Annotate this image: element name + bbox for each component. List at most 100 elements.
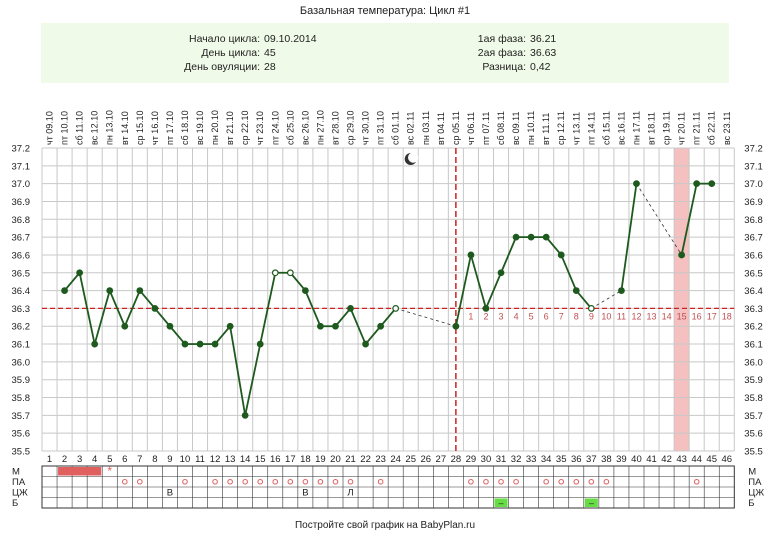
date-label: вт 11.11 bbox=[541, 113, 551, 145]
chart-title: Базальная температура: Цикл #1 bbox=[300, 5, 470, 17]
pa-circle-mark bbox=[242, 478, 248, 485]
pa-circle-mark bbox=[302, 478, 309, 485]
day-number: 13 bbox=[225, 454, 236, 465]
phase2-day-number: 8 bbox=[574, 311, 579, 321]
row-label-left: Б bbox=[12, 498, 18, 509]
day-number: 3 bbox=[77, 454, 82, 465]
info-value: 45 bbox=[264, 47, 276, 59]
temperature-point bbox=[678, 251, 686, 259]
info-panel bbox=[41, 23, 729, 83]
row-label-left: ЦЖ bbox=[12, 488, 28, 499]
y-tick-label-left: 35.9 bbox=[12, 375, 31, 386]
date-label: пт 10.10 bbox=[60, 111, 70, 145]
temperature-point bbox=[121, 322, 129, 330]
temperature-point bbox=[136, 287, 144, 294]
phase2-day-number: 4 bbox=[514, 311, 519, 321]
y-tick-label-right: 35.9 bbox=[744, 375, 763, 386]
temperature-segment bbox=[500, 236, 517, 274]
day-number: 10 bbox=[180, 454, 191, 465]
y-tick-label-left: 36.2 bbox=[12, 322, 31, 333]
footer-text: Постройте свой график на BabyPlan.ru bbox=[295, 519, 475, 531]
phase2-day-number: 14 bbox=[662, 311, 672, 321]
temperature-point bbox=[226, 322, 234, 330]
row-label-right: ЦЖ bbox=[748, 488, 764, 499]
temperature-point bbox=[271, 269, 279, 277]
gap-connector bbox=[591, 290, 622, 309]
day-number: 15 bbox=[255, 454, 266, 465]
day-number: 43 bbox=[676, 454, 687, 465]
temperature-point bbox=[301, 287, 309, 294]
date-label: вс 23.11 bbox=[722, 111, 732, 145]
gap-connector bbox=[395, 308, 456, 327]
phase2-day-number: 9 bbox=[589, 311, 594, 321]
date-label: вс 26.10 bbox=[300, 111, 310, 145]
temperature-point bbox=[452, 322, 460, 330]
phase2-day-number: 11 bbox=[617, 311, 626, 321]
pa-circle-mark bbox=[347, 478, 354, 485]
y-tick-label-right: 36.8 bbox=[744, 215, 763, 226]
temperature-point bbox=[317, 322, 324, 330]
temperature-segment bbox=[259, 272, 277, 345]
day-number: 38 bbox=[601, 454, 612, 465]
star-mark: * bbox=[107, 464, 112, 478]
y-tick-label-right: 36.4 bbox=[744, 286, 763, 297]
row-label-right: М bbox=[748, 467, 756, 478]
date-label: ср 15.10 bbox=[135, 110, 145, 145]
pa-circle-mark bbox=[212, 478, 218, 485]
info-value: 28 bbox=[264, 61, 276, 73]
y-tick-label-right: 36.1 bbox=[744, 340, 763, 351]
info-label: День овуляции: bbox=[184, 61, 260, 73]
y-tick-label-left: 36.0 bbox=[12, 357, 31, 368]
temperature-point bbox=[256, 340, 264, 348]
date-label: вс 12.10 bbox=[90, 111, 100, 145]
y-tick-label-left: 37.0 bbox=[12, 179, 31, 190]
date-label: пт 24.10 bbox=[270, 111, 280, 145]
temperature-point bbox=[618, 287, 625, 294]
y-tick-label-left: 36.8 bbox=[12, 215, 31, 226]
pa-circle-mark bbox=[257, 478, 264, 485]
phase2-day-number: 10 bbox=[601, 311, 611, 321]
date-label: чт 30.10 bbox=[361, 111, 371, 145]
y-tick-label-right: 37.1 bbox=[744, 161, 763, 172]
temperature-segment bbox=[229, 326, 247, 416]
day-number: 20 bbox=[330, 454, 341, 465]
date-label: чт 16.10 bbox=[150, 111, 160, 145]
temperature-segment bbox=[244, 343, 262, 416]
date-label: сб 01.11 bbox=[391, 111, 401, 145]
day-number: 45 bbox=[706, 454, 717, 465]
info-label: 1ая фаза: bbox=[478, 33, 526, 45]
pa-circle-mark bbox=[588, 478, 595, 485]
menses-bar bbox=[58, 467, 102, 476]
temperature-segment bbox=[108, 290, 126, 327]
row-label-right: Б bbox=[748, 498, 754, 509]
day-number: 9 bbox=[167, 454, 172, 465]
day-number: 14 bbox=[240, 454, 251, 465]
phase2-day-number: 15 bbox=[677, 311, 687, 321]
date-label: сб 11.10 bbox=[75, 111, 85, 145]
y-tick-label-right: 35.6 bbox=[744, 429, 763, 440]
day-number: 23 bbox=[375, 454, 386, 465]
temperature-point bbox=[151, 305, 159, 312]
y-tick-label-right: 36.3 bbox=[744, 304, 763, 315]
phase2-day-number: 18 bbox=[722, 311, 732, 321]
y-tick-label-right: 37.2 bbox=[744, 144, 763, 155]
y-tick-label-right: 37.0 bbox=[744, 179, 763, 190]
day-number: 26 bbox=[420, 454, 431, 465]
date-label: ср 12.11 bbox=[556, 111, 566, 145]
day-number: 41 bbox=[646, 454, 657, 465]
day-number: 31 bbox=[496, 454, 507, 465]
day-number: 32 bbox=[511, 454, 522, 465]
temperature-point bbox=[347, 305, 354, 312]
day-number: 12 bbox=[210, 454, 221, 465]
temperature-point bbox=[332, 322, 339, 330]
y-tick-label-left: 36.4 bbox=[12, 286, 31, 297]
temperature-point bbox=[708, 180, 716, 188]
date-label: вт 04.11 bbox=[436, 112, 446, 145]
date-label: пн 17.11 bbox=[631, 111, 641, 145]
y-tick-label-left: 35.6 bbox=[12, 429, 31, 440]
temperature-point bbox=[211, 340, 219, 348]
date-label: вс 09.11 bbox=[511, 111, 521, 145]
day-number: 7 bbox=[137, 454, 142, 465]
